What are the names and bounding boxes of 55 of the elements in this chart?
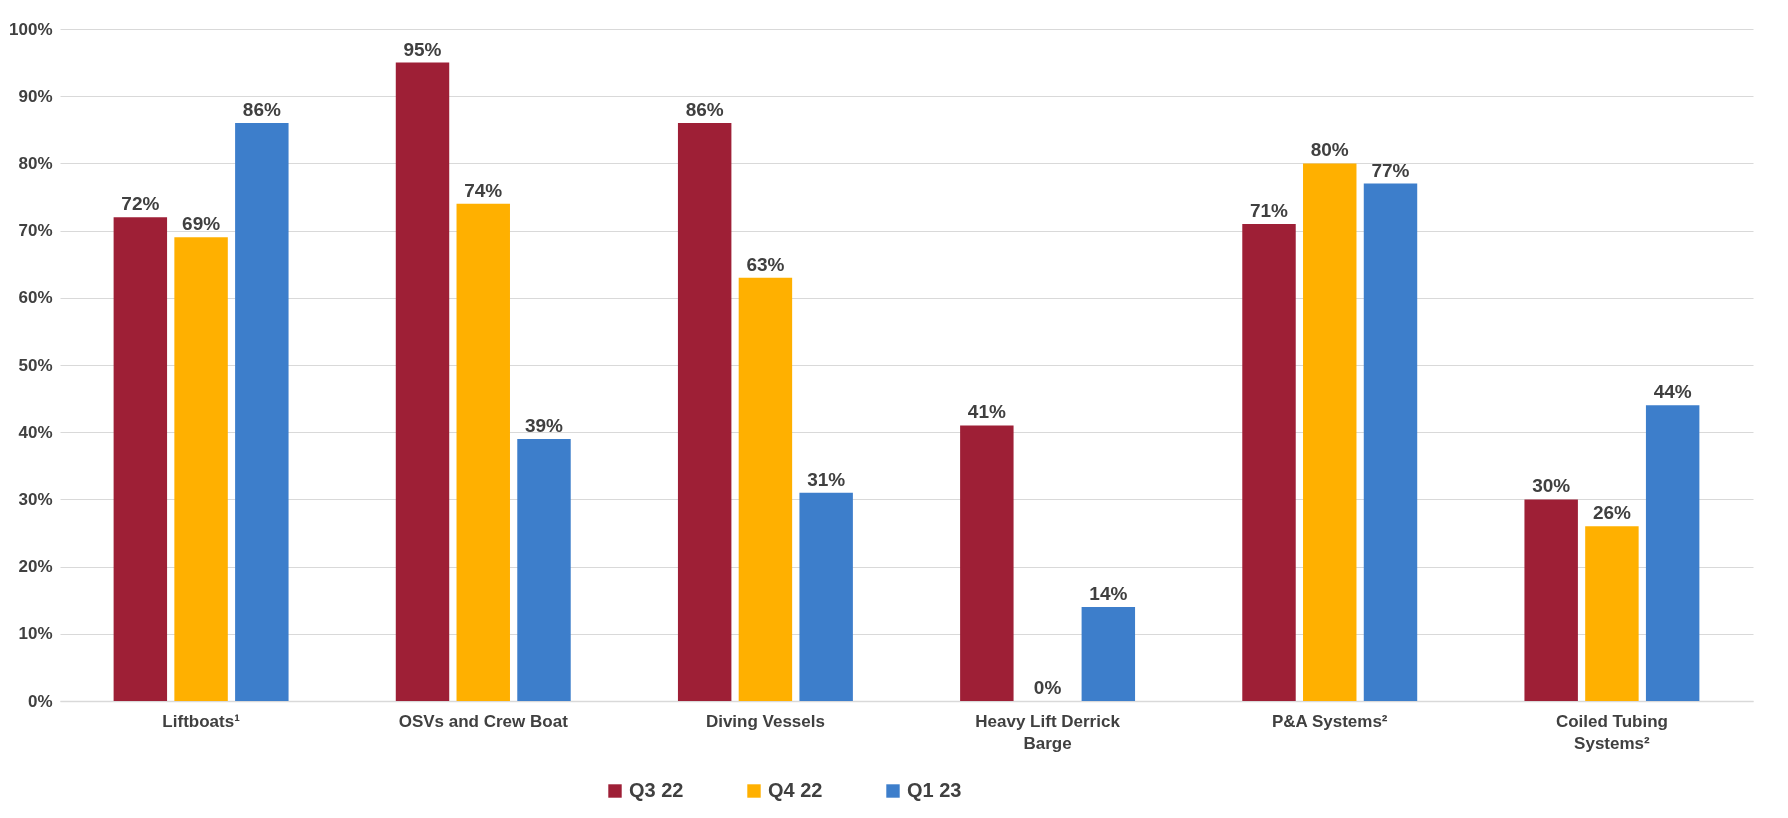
y-tick-label: 0% xyxy=(27,691,53,711)
bar xyxy=(1081,606,1136,701)
x-tick-label: Coiled Tubing Systems² xyxy=(1555,711,1668,753)
y-tick-label: 80% xyxy=(18,153,53,173)
bar xyxy=(456,203,510,701)
y-tick-label: 40% xyxy=(18,422,53,442)
data-label: 86% xyxy=(242,99,281,121)
legend-label: Q3 22 xyxy=(629,779,684,801)
data-label: 69% xyxy=(182,213,221,235)
data-label: 0% xyxy=(1033,677,1062,698)
bar xyxy=(677,123,732,701)
x-tick-label: Diving Vessels xyxy=(705,711,825,731)
data-label: 71% xyxy=(1249,199,1289,221)
legend-label: Q1 23 xyxy=(907,779,962,801)
data-label: 74% xyxy=(464,179,503,201)
data-label: 95% xyxy=(403,38,442,60)
bar xyxy=(1585,526,1639,701)
y-tick-label: 100% xyxy=(9,19,53,39)
data-label: 30% xyxy=(1532,475,1571,497)
bar xyxy=(960,425,1014,701)
data-label: 80% xyxy=(1310,139,1349,161)
y-tick-label: 90% xyxy=(18,86,53,106)
data-label: 72% xyxy=(121,193,160,215)
bar xyxy=(1524,499,1578,701)
y-tick-label: 60% xyxy=(18,288,53,308)
data-label: 31% xyxy=(807,468,846,490)
bar xyxy=(1242,223,1296,701)
x-tick-label: Heavy Lift Derrick Barge xyxy=(975,711,1121,753)
data-label: 77% xyxy=(1371,159,1410,181)
y-tick-label: 30% xyxy=(18,489,53,509)
x-tick-label: Liftboats¹ xyxy=(162,711,241,731)
bar xyxy=(799,492,853,701)
data-label: 41% xyxy=(967,401,1006,423)
y-tick-label: 20% xyxy=(18,557,53,577)
bar xyxy=(1303,163,1357,701)
data-label: 44% xyxy=(1653,381,1692,403)
bar xyxy=(395,62,450,701)
y-tick-label: 70% xyxy=(18,221,53,241)
bar xyxy=(738,277,793,701)
data-label: 63% xyxy=(746,253,785,275)
bar xyxy=(113,217,168,701)
x-tick-label: OSVs and Crew Boat xyxy=(398,711,569,731)
bar xyxy=(517,438,571,701)
bar xyxy=(1363,183,1418,701)
data-label: 14% xyxy=(1089,582,1128,604)
x-tick-label: P&A Systems² xyxy=(1271,711,1388,731)
data-label: 26% xyxy=(1592,502,1632,524)
y-tick-label: 10% xyxy=(18,624,53,644)
bar xyxy=(235,123,289,701)
data-label: 86% xyxy=(685,99,724,121)
legend-label: Q4 22 xyxy=(768,779,823,801)
bar xyxy=(174,237,228,701)
y-tick-label: 50% xyxy=(18,355,53,375)
bar xyxy=(1645,405,1700,701)
data-label: 39% xyxy=(524,414,564,436)
